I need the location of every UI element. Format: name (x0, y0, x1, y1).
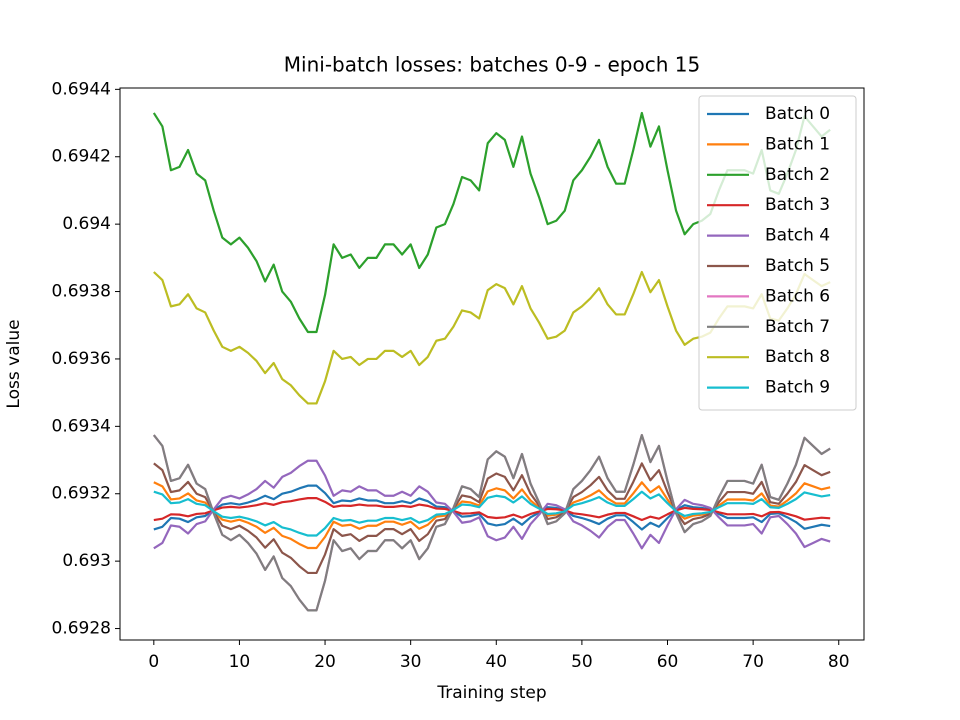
legend-label: Batch 5 (765, 256, 830, 276)
y-tick-label: 0.6942 (52, 147, 111, 167)
x-tick-label: 50 (571, 652, 593, 672)
legend-label: Batch 8 (765, 347, 830, 367)
y-tick-label: 0.6944 (52, 79, 111, 99)
x-tick-label: 30 (400, 652, 422, 672)
y-tick-label: 0.6936 (52, 349, 111, 369)
series-line (153, 484, 831, 531)
legend-label: Batch 6 (765, 286, 830, 306)
series-line (153, 490, 831, 537)
x-tick-label: 40 (485, 652, 507, 672)
x-tick-label: 70 (742, 652, 764, 672)
x-axis-label: Training step (436, 683, 546, 703)
series-line (153, 481, 831, 550)
x-tick-label: 20 (314, 652, 336, 672)
y-tick-label: 0.6934 (52, 416, 111, 436)
legend-label: Batch 4 (765, 226, 830, 246)
legend-label: Batch 0 (765, 104, 830, 124)
y-tick-label: 0.6932 (52, 484, 111, 504)
legend-label: Batch 9 (765, 378, 830, 398)
y-tick-label: 0.6928 (52, 619, 111, 639)
series-line (153, 497, 831, 522)
legend-label: Batch 2 (765, 165, 830, 185)
legend-label: Batch 1 (765, 134, 830, 154)
x-tick-label: 0 (148, 652, 159, 672)
series-line (153, 459, 831, 550)
series-line (152, 434, 831, 612)
series-line (153, 462, 831, 575)
legend-label: Batch 7 (765, 317, 830, 337)
legend-label: Batch 3 (765, 195, 830, 215)
x-tick-label: 60 (657, 652, 679, 672)
x-tick-label: 10 (229, 652, 251, 672)
chart-title: Mini-batch losses: batches 0-9 - epoch 1… (284, 53, 700, 77)
x-tick-label: 80 (828, 652, 850, 672)
y-tick-label: 0.6938 (52, 282, 111, 302)
plot-frame (119, 87, 865, 641)
y-axis-label: Loss value (4, 319, 24, 408)
y-tick-label: 0.693 (62, 551, 111, 571)
y-tick-label: 0.694 (62, 214, 111, 234)
